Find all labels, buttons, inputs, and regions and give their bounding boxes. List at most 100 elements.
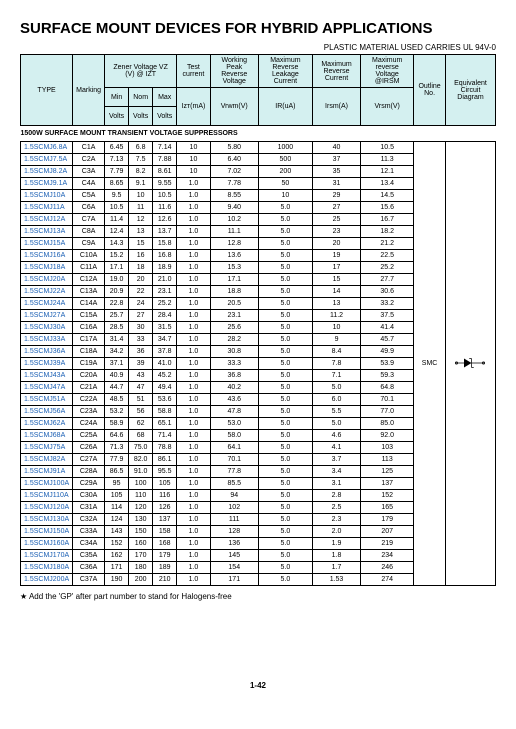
cell: 1.0 bbox=[177, 178, 210, 190]
cell: 28.2 bbox=[210, 334, 258, 346]
cell: 10.5 bbox=[105, 202, 129, 214]
cell: 15.8 bbox=[153, 238, 177, 250]
cell: C20A bbox=[73, 370, 105, 382]
cell: 124 bbox=[105, 514, 129, 526]
cell: 19.0 bbox=[105, 274, 129, 286]
cell: 43 bbox=[129, 370, 153, 382]
cell: 5.0 bbox=[258, 202, 312, 214]
cell: 6.0 bbox=[312, 394, 360, 406]
cell: 160 bbox=[129, 538, 153, 550]
cell: 7.13 bbox=[105, 154, 129, 166]
page-number: 1-42 bbox=[20, 681, 496, 690]
cell: 1.0 bbox=[177, 370, 210, 382]
cell: 1.0 bbox=[177, 394, 210, 406]
cell: C30A bbox=[73, 490, 105, 502]
cell: C11A bbox=[73, 262, 105, 274]
footnote: ★ Add the 'GP' after part number to stan… bbox=[20, 592, 496, 601]
col-max-rev-leak-unit: IR(uA) bbox=[258, 88, 312, 126]
cell: 5.0 bbox=[258, 478, 312, 490]
cell: C4A bbox=[73, 178, 105, 190]
cell: 1.5SCMJ110A bbox=[21, 490, 73, 502]
cell: 5.80 bbox=[210, 142, 258, 154]
cell: 22.8 bbox=[105, 298, 129, 310]
cell: 1.5SCMJ100A bbox=[21, 478, 73, 490]
cell: 105 bbox=[153, 478, 177, 490]
cell: 25.2 bbox=[361, 262, 414, 274]
cell: 12.8 bbox=[210, 238, 258, 250]
data-table: TYPE Marking Zener Voltage VZ (V) @ IZT … bbox=[20, 54, 496, 586]
cell: 1.0 bbox=[177, 298, 210, 310]
cell: 31.4 bbox=[105, 334, 129, 346]
cell: C7A bbox=[73, 214, 105, 226]
cell: 103 bbox=[361, 442, 414, 454]
cell: 49.9 bbox=[361, 346, 414, 358]
cell: 16 bbox=[129, 250, 153, 262]
cell: 10 bbox=[258, 190, 312, 202]
cell: C6A bbox=[73, 202, 105, 214]
cell: 1.5SCMJ91A bbox=[21, 466, 73, 478]
cell: 5.0 bbox=[258, 490, 312, 502]
cell: 170 bbox=[129, 550, 153, 562]
cell: 210 bbox=[153, 574, 177, 586]
cell: 10 bbox=[177, 166, 210, 178]
cell: 77.8 bbox=[210, 466, 258, 478]
cell: 11.6 bbox=[153, 202, 177, 214]
cell: 179 bbox=[153, 550, 177, 562]
col-volts-3: Volts bbox=[153, 107, 177, 126]
cell: 12.1 bbox=[361, 166, 414, 178]
cell: 13.7 bbox=[153, 226, 177, 238]
cell: 246 bbox=[361, 562, 414, 574]
cell: 51 bbox=[129, 394, 153, 406]
cell: 15.6 bbox=[361, 202, 414, 214]
cell: C21A bbox=[73, 382, 105, 394]
cell: 5.0 bbox=[258, 454, 312, 466]
cell: 1.0 bbox=[177, 214, 210, 226]
cell: 2.0 bbox=[312, 526, 360, 538]
cell: 21.0 bbox=[153, 274, 177, 286]
cell: 17.1 bbox=[105, 262, 129, 274]
cell: 30.6 bbox=[361, 286, 414, 298]
cell: 78.8 bbox=[153, 442, 177, 454]
cell: 1.5SCMJ47A bbox=[21, 382, 73, 394]
cell: 1.5SCMJ6.8A bbox=[21, 142, 73, 154]
cell: 1.0 bbox=[177, 502, 210, 514]
cell: 36 bbox=[129, 346, 153, 358]
page-title: SURFACE MOUNT DEVICES FOR HYBRID APPLICA… bbox=[20, 20, 496, 37]
cell: 4.1 bbox=[312, 442, 360, 454]
cell: 1.0 bbox=[177, 550, 210, 562]
cell: 114 bbox=[105, 502, 129, 514]
cell: 1.5SCMJ8.2A bbox=[21, 166, 73, 178]
cell: 47.8 bbox=[210, 406, 258, 418]
cell: 234 bbox=[361, 550, 414, 562]
cell: 1.5SCMJ18A bbox=[21, 262, 73, 274]
cell: 30 bbox=[129, 322, 153, 334]
cell: 15.2 bbox=[105, 250, 129, 262]
cell: 1.5SCMJ82A bbox=[21, 454, 73, 466]
cell: 1.5SCMJ13A bbox=[21, 226, 73, 238]
cell: 150 bbox=[129, 526, 153, 538]
cell: 1.5SCMJ22A bbox=[21, 286, 73, 298]
cell: 1.5SCMJ170A bbox=[21, 550, 73, 562]
cell: 14.5 bbox=[361, 190, 414, 202]
cell: 65.1 bbox=[153, 418, 177, 430]
cell: 1.0 bbox=[177, 514, 210, 526]
cell: 18.8 bbox=[210, 286, 258, 298]
cell: 5.0 bbox=[312, 418, 360, 430]
cell: 11.4 bbox=[105, 214, 129, 226]
cell: 20 bbox=[312, 238, 360, 250]
cell: 27.7 bbox=[361, 274, 414, 286]
cell: 190 bbox=[105, 574, 129, 586]
cell: 28.5 bbox=[105, 322, 129, 334]
cell: 44.7 bbox=[105, 382, 129, 394]
cell: 1.5SCMJ20A bbox=[21, 274, 73, 286]
cell: 15.3 bbox=[210, 262, 258, 274]
cell: 1.0 bbox=[177, 262, 210, 274]
cell: 18 bbox=[129, 262, 153, 274]
cell: 1.7 bbox=[312, 562, 360, 574]
cell: 95 bbox=[105, 478, 129, 490]
cell: 7.79 bbox=[105, 166, 129, 178]
cell: 5.0 bbox=[258, 238, 312, 250]
cell: 1.0 bbox=[177, 250, 210, 262]
cell: 1.5SCMJ180A bbox=[21, 562, 73, 574]
cell: 5.0 bbox=[258, 262, 312, 274]
